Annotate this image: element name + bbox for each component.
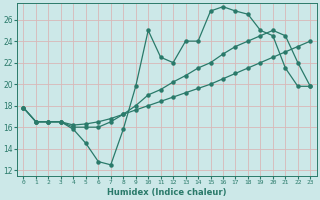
X-axis label: Humidex (Indice chaleur): Humidex (Indice chaleur)	[107, 188, 227, 197]
